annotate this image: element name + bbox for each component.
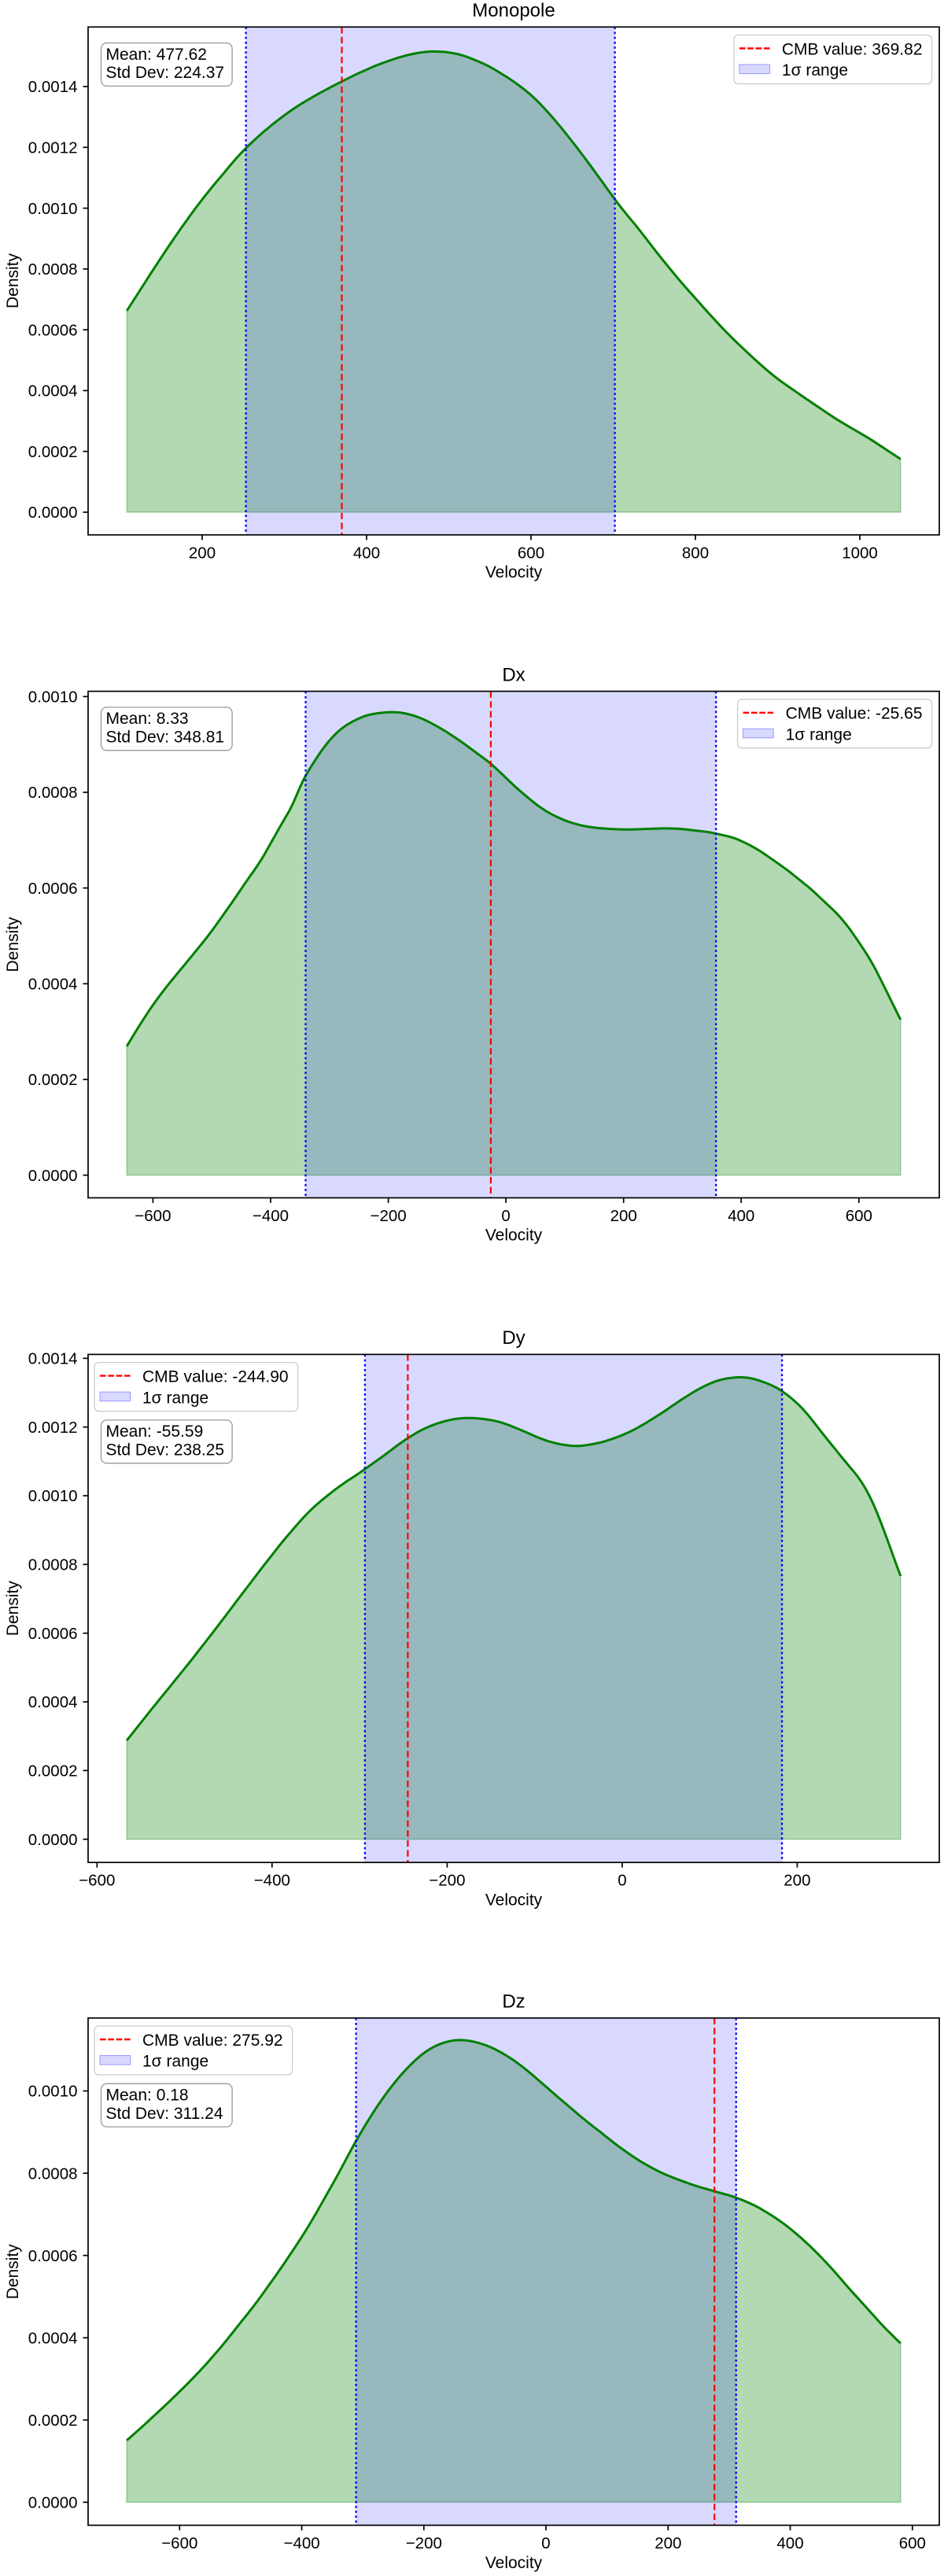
svg-text:0.0002: 0.0002 xyxy=(28,1762,78,1781)
svg-text:−600: −600 xyxy=(79,1872,115,1890)
svg-text:0.0010: 0.0010 xyxy=(28,1487,78,1505)
svg-text:0.0000: 0.0000 xyxy=(28,504,78,522)
svg-text:0.0006: 0.0006 xyxy=(28,2247,78,2265)
svg-text:0.0014: 0.0014 xyxy=(28,1350,78,1368)
svg-text:600: 600 xyxy=(846,1207,872,1225)
svg-text:−200: −200 xyxy=(429,1872,465,1890)
svg-text:0.0006: 0.0006 xyxy=(28,1625,78,1643)
svg-text:800: 800 xyxy=(682,544,709,562)
svg-text:0.0012: 0.0012 xyxy=(28,1419,78,1437)
svg-text:1σ range: 1σ range xyxy=(142,1389,208,1407)
svg-text:Mean: -55.59: Mean: -55.59 xyxy=(106,1423,204,1441)
svg-text:0: 0 xyxy=(618,1872,626,1890)
svg-text:0.0004: 0.0004 xyxy=(28,976,78,994)
svg-text:Density: Density xyxy=(4,253,22,308)
svg-text:0.0010: 0.0010 xyxy=(28,2083,78,2101)
svg-text:Velocity: Velocity xyxy=(485,2554,543,2572)
svg-text:−400: −400 xyxy=(254,1872,290,1890)
svg-text:Mean: 8.33: Mean: 8.33 xyxy=(106,710,189,728)
svg-text:CMB value: -25.65: CMB value: -25.65 xyxy=(786,705,923,723)
svg-text:Monopole: Monopole xyxy=(472,0,555,21)
svg-text:200: 200 xyxy=(784,1872,810,1890)
svg-text:0.0006: 0.0006 xyxy=(28,321,78,339)
svg-text:Mean: 477.62: Mean: 477.62 xyxy=(106,46,207,64)
svg-text:400: 400 xyxy=(728,1207,754,1225)
svg-text:Dz: Dz xyxy=(502,1991,525,2013)
svg-text:600: 600 xyxy=(899,2534,926,2552)
svg-text:−200: −200 xyxy=(406,2534,442,2552)
svg-text:Std Dev: 238.25: Std Dev: 238.25 xyxy=(106,1441,225,1460)
svg-text:1000: 1000 xyxy=(842,544,878,562)
svg-text:−400: −400 xyxy=(253,1207,289,1225)
svg-text:1σ range: 1σ range xyxy=(786,726,852,744)
svg-text:0.0004: 0.0004 xyxy=(28,2329,78,2347)
svg-text:0.0010: 0.0010 xyxy=(28,200,78,218)
svg-text:600: 600 xyxy=(518,544,544,562)
svg-text:0.0004: 0.0004 xyxy=(28,382,78,400)
svg-text:0.0000: 0.0000 xyxy=(28,1831,78,1849)
svg-text:0.0000: 0.0000 xyxy=(28,1167,78,1185)
svg-text:−400: −400 xyxy=(284,2534,320,2552)
svg-text:0.0002: 0.0002 xyxy=(28,1071,78,1089)
svg-text:Std Dev: 348.81: Std Dev: 348.81 xyxy=(106,729,225,747)
svg-text:Velocity: Velocity xyxy=(485,1227,543,1245)
svg-text:0.0002: 0.0002 xyxy=(28,443,78,461)
svg-text:400: 400 xyxy=(353,544,380,562)
svg-text:200: 200 xyxy=(655,2534,681,2552)
svg-text:0.0006: 0.0006 xyxy=(28,880,78,898)
svg-text:Velocity: Velocity xyxy=(485,1891,543,1909)
svg-text:Density: Density xyxy=(4,1581,22,1637)
svg-text:Std Dev: 311.24: Std Dev: 311.24 xyxy=(106,2105,223,2123)
svg-text:0.0008: 0.0008 xyxy=(28,2165,78,2183)
svg-text:−600: −600 xyxy=(135,1207,171,1225)
svg-text:0.0002: 0.0002 xyxy=(28,2412,78,2430)
svg-text:Density: Density xyxy=(4,2244,22,2300)
svg-text:Dx: Dx xyxy=(502,664,525,685)
svg-text:1σ range: 1σ range xyxy=(782,61,848,79)
svg-text:0: 0 xyxy=(501,1207,510,1225)
svg-text:200: 200 xyxy=(610,1207,637,1225)
svg-text:Mean: 0.18: Mean: 0.18 xyxy=(106,2087,189,2105)
svg-text:Density: Density xyxy=(4,917,22,972)
svg-text:0.0010: 0.0010 xyxy=(28,688,78,707)
svg-text:−600: −600 xyxy=(161,2534,197,2552)
svg-text:Dy: Dy xyxy=(502,1327,525,1349)
svg-text:0.0012: 0.0012 xyxy=(28,139,78,157)
svg-text:0: 0 xyxy=(541,2534,550,2552)
svg-text:1σ range: 1σ range xyxy=(142,2053,208,2071)
svg-text:200: 200 xyxy=(189,544,216,562)
svg-text:Velocity: Velocity xyxy=(485,563,543,581)
svg-text:0.0008: 0.0008 xyxy=(28,784,78,802)
svg-text:−200: −200 xyxy=(371,1207,407,1225)
svg-text:0.0000: 0.0000 xyxy=(28,2494,78,2512)
svg-text:CMB value: 369.82: CMB value: 369.82 xyxy=(782,40,923,58)
svg-text:400: 400 xyxy=(776,2534,803,2552)
svg-text:0.0008: 0.0008 xyxy=(28,260,78,279)
svg-text:0.0008: 0.0008 xyxy=(28,1556,78,1574)
svg-text:Std Dev: 224.37: Std Dev: 224.37 xyxy=(106,64,225,82)
svg-text:0.0004: 0.0004 xyxy=(28,1693,78,1711)
svg-text:CMB value: -244.90: CMB value: -244.90 xyxy=(142,1367,289,1386)
svg-text:0.0014: 0.0014 xyxy=(28,78,78,96)
svg-text:CMB value: 275.92: CMB value: 275.92 xyxy=(142,2032,283,2050)
